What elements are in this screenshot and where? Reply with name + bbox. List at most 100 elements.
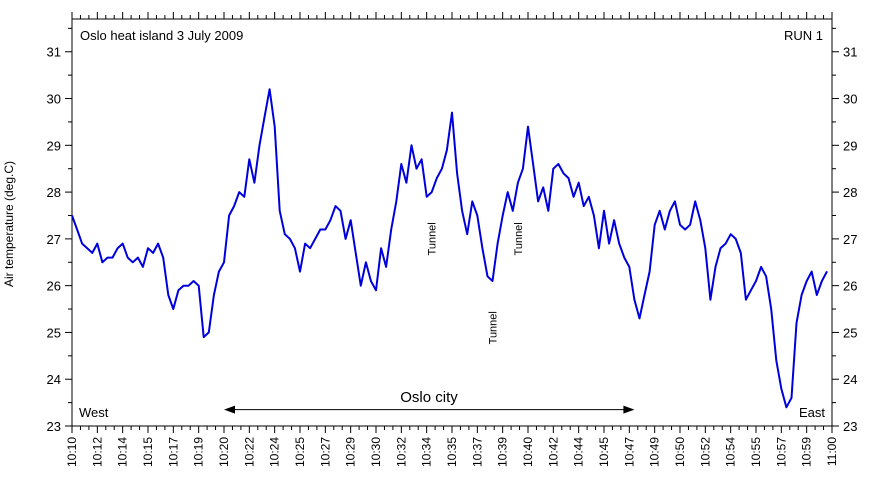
- temperature-data-point: [147, 247, 149, 249]
- temperature-data-point: [218, 271, 220, 273]
- y-tick-label-right: 26: [843, 279, 857, 294]
- temperature-data-point: [426, 196, 428, 198]
- y-tick-label-left: 28: [47, 185, 61, 200]
- temperature-data-point: [238, 191, 240, 193]
- temperature-data-point: [441, 168, 443, 170]
- temperature-data-point: [157, 243, 159, 245]
- temperature-data-point: [491, 280, 494, 282]
- temperature-data-point: [289, 238, 291, 240]
- temperature-data-point: [263, 116, 266, 118]
- temperature-data-point: [365, 261, 367, 263]
- x-tick-label: 10:59: [800, 437, 814, 467]
- temperature-data-point: [400, 163, 402, 165]
- tick-layer: 23 23 24 24 25 25 26 26 27 27 28 28 29 29 30 30 31 31 10:1…: [47, 12, 857, 467]
- temperature-data-point: [106, 257, 109, 259]
- temperature-data-point: [137, 257, 139, 259]
- temperature-data-point: [314, 238, 316, 240]
- temperature-data-point: [583, 205, 585, 207]
- series-layer: [71, 88, 828, 409]
- temperature-data-point: [91, 252, 93, 254]
- temperature-data-point: [451, 112, 453, 114]
- x-tick-label: 10:14: [116, 437, 130, 467]
- y-tick-label-left: 30: [47, 92, 61, 107]
- temperature-data-point: [517, 182, 519, 184]
- temperature-data-point: [689, 224, 691, 226]
- x-tick-label: 10:57: [774, 437, 788, 467]
- y-tick-label-right: 25: [843, 325, 857, 340]
- temperature-data-point: [801, 294, 803, 296]
- y-tick-label-right: 24: [843, 372, 857, 387]
- x-tick-label: 10:17: [166, 437, 180, 467]
- temperature-data-point: [760, 266, 762, 268]
- x-tick-label: 10:25: [293, 437, 307, 467]
- temperature-data-point: [162, 257, 164, 259]
- temperature-data-point: [806, 280, 808, 282]
- temperature-series-line: [71, 88, 828, 409]
- temperature-data-point: [643, 294, 646, 296]
- x-tick-label: 10:34: [420, 437, 434, 467]
- temperature-data-point: [740, 252, 742, 254]
- y-tick-label-left: 26: [47, 279, 61, 294]
- temperature-data-point: [122, 243, 124, 245]
- temperature-data-point: [826, 271, 828, 273]
- temperature-data-point: [795, 322, 798, 324]
- x-tick-label: 10:15: [141, 437, 155, 467]
- temperature-data-point: [86, 247, 88, 249]
- temperature-data-point: [258, 144, 261, 146]
- temperature-data-point: [618, 243, 620, 245]
- axes-layer: [71, 18, 833, 427]
- x-tick-label: 10:24: [268, 437, 282, 467]
- y-axis-label: Air temperature (deg.C): [2, 161, 16, 287]
- run-label: RUN 1: [784, 28, 823, 43]
- temperature-data-point: [405, 182, 407, 184]
- temperature-data-point: [193, 280, 195, 282]
- x-tick-label: 10:32: [394, 437, 408, 467]
- temperature-data-point: [704, 247, 706, 249]
- temperature-data-point: [329, 219, 331, 221]
- x-tick-label: 10:29: [344, 437, 358, 467]
- temperature-data-point: [152, 252, 154, 254]
- x-tick-label: 10:52: [698, 437, 712, 467]
- temperature-data-point: [745, 299, 747, 301]
- x-tick-label: 10:27: [318, 437, 332, 467]
- temperature-data-point: [725, 243, 727, 245]
- temperature-data-point: [71, 214, 73, 217]
- temperature-data-point: [304, 243, 306, 245]
- temperature-data-point: [380, 247, 382, 249]
- tunnel-annotation: Tunnel: [513, 222, 525, 255]
- temperature-data-point: [507, 191, 509, 193]
- temperature-data-point: [203, 336, 205, 338]
- temperature-data-point: [542, 186, 544, 188]
- temperature-data-point: [390, 228, 392, 231]
- temperature-data-point: [76, 228, 78, 231]
- temperature-data-point: [96, 243, 98, 245]
- temperature-data-point: [324, 228, 326, 231]
- label-layer: Oslo heat island 3 July 2009 RUN 1 Air t…: [2, 28, 825, 420]
- temperature-data-point: [669, 210, 671, 212]
- temperature-data-point: [694, 200, 696, 202]
- temperature-data-point: [497, 243, 499, 245]
- temperature-data-point: [127, 257, 129, 259]
- temperature-data-point: [679, 224, 681, 226]
- temperature-data-point: [253, 182, 255, 184]
- temperature-data-point: [167, 294, 169, 296]
- temperature-data-point: [471, 200, 473, 202]
- temperature-data-point: [532, 163, 534, 165]
- temperature-data-point: [588, 196, 590, 198]
- temperature-data-point: [111, 257, 114, 259]
- temperature-data-point: [415, 168, 418, 170]
- plot-frame: [71, 18, 833, 427]
- temperature-data-point: [785, 406, 788, 408]
- temperature-data-point: [562, 172, 565, 174]
- temperature-data-point: [608, 243, 610, 245]
- x-tick-label: 10:47: [622, 437, 636, 467]
- temperature-data-point: [623, 257, 625, 259]
- x-tick-label: 10:39: [496, 437, 510, 467]
- temperature-data-point: [821, 280, 823, 282]
- temperature-data-point: [613, 219, 615, 221]
- temperature-data-point: [360, 285, 362, 287]
- east-label: East: [799, 405, 825, 420]
- temperature-data-point: [476, 214, 478, 217]
- temperature-data-point: [628, 266, 630, 268]
